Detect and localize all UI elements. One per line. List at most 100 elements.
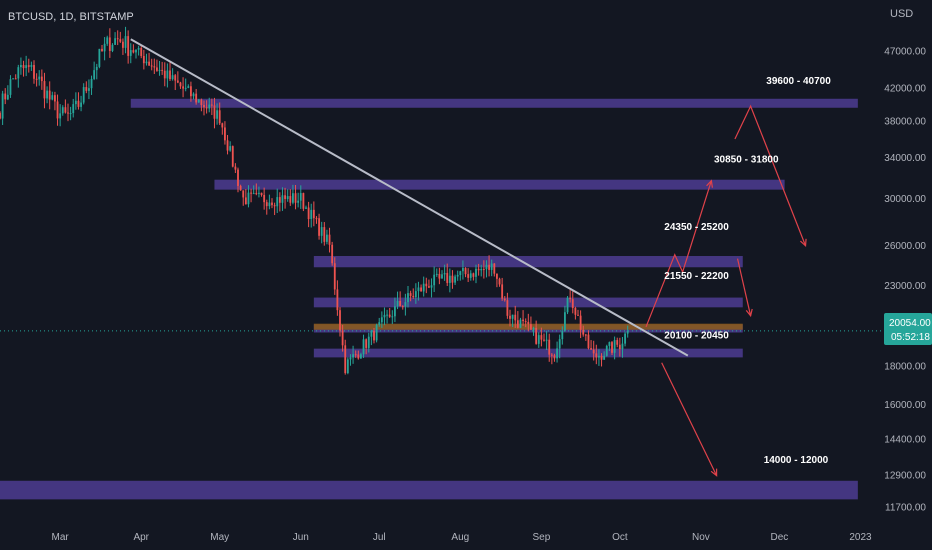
candle-body[interactable] (548, 339, 551, 355)
candle-body[interactable] (370, 330, 373, 337)
candle-body[interactable] (414, 291, 417, 298)
candle-body[interactable] (553, 355, 556, 359)
candle-body[interactable] (472, 273, 475, 277)
zone-3[interactable] (313, 297, 743, 308)
zone-2[interactable] (313, 256, 743, 268)
candle-body[interactable] (323, 227, 326, 242)
candle-body[interactable] (184, 87, 187, 89)
candle-body[interactable] (600, 355, 603, 360)
candle-body[interactable] (469, 273, 472, 278)
candle-body[interactable] (98, 48, 101, 67)
candle-body[interactable] (169, 70, 171, 80)
candle-body[interactable] (237, 169, 239, 186)
candle-body[interactable] (590, 348, 592, 350)
candle-body[interactable] (388, 314, 391, 317)
candle-body[interactable] (616, 340, 619, 345)
candle-body[interactable] (294, 193, 297, 203)
candle-body[interactable] (260, 192, 263, 195)
candle-body[interactable] (218, 110, 221, 124)
candle-body[interactable] (77, 100, 80, 107)
candle-body[interactable] (80, 102, 82, 107)
price-axis[interactable]: 47000.00 42000.00 38000.00 34000.00 30000.00… (884, 47, 926, 514)
candle-body[interactable] (441, 274, 443, 279)
candle-body[interactable] (166, 70, 169, 79)
candle-body[interactable] (174, 75, 177, 81)
candle-body[interactable] (171, 75, 174, 80)
candle-body[interactable] (571, 299, 574, 308)
candle-body[interactable] (480, 268, 483, 271)
candle-body[interactable] (386, 314, 388, 316)
candle-body[interactable] (516, 320, 519, 328)
candle-body[interactable] (213, 105, 216, 119)
candle-body[interactable] (297, 200, 300, 203)
candle-body[interactable] (302, 193, 305, 209)
candle-body[interactable] (210, 104, 213, 106)
candle-body[interactable] (129, 50, 132, 56)
candle-body[interactable] (459, 271, 462, 276)
candle-body[interactable] (621, 343, 624, 350)
candle-body[interactable] (231, 146, 234, 167)
candle-body[interactable] (163, 70, 166, 79)
candle-body[interactable] (150, 65, 153, 67)
candle-body[interactable] (454, 276, 456, 283)
candle-body[interactable] (375, 324, 378, 341)
candle-body[interactable] (114, 38, 116, 45)
candle-body[interactable] (242, 190, 245, 198)
candle-body[interactable] (85, 87, 88, 91)
candle-body[interactable] (582, 329, 585, 335)
candle-body[interactable] (509, 315, 511, 319)
candle-body[interactable] (216, 110, 218, 119)
candle-body[interactable] (305, 207, 307, 209)
candle-body[interactable] (224, 127, 226, 141)
candle-body[interactable] (54, 95, 56, 102)
zone-6[interactable] (0, 480, 858, 500)
candle-body[interactable] (221, 123, 224, 128)
candle-body[interactable] (122, 41, 124, 48)
candle-body[interactable] (501, 284, 504, 299)
candle-body[interactable] (532, 327, 535, 330)
candle-body[interactable] (352, 354, 354, 358)
candle-body[interactable] (286, 196, 289, 199)
candle-body[interactable] (579, 315, 582, 330)
candle-body[interactable] (197, 99, 200, 103)
candle-body[interactable] (451, 275, 454, 283)
candle-body[interactable] (156, 67, 158, 71)
candle-body[interactable] (276, 197, 279, 207)
zone-5[interactable] (313, 348, 743, 358)
candle-body[interactable] (56, 101, 59, 119)
candle-body[interactable] (263, 194, 266, 203)
candle-body[interactable] (145, 61, 148, 64)
candle-body[interactable] (333, 263, 336, 290)
candle-body[interactable] (420, 287, 422, 292)
candle-body[interactable] (341, 330, 344, 346)
candle-body[interactable] (514, 314, 517, 321)
candle-body[interactable] (320, 227, 323, 236)
candle-body[interactable] (477, 268, 480, 271)
candle-body[interactable] (103, 43, 106, 52)
candle-body[interactable] (446, 273, 449, 283)
candle-body[interactable] (556, 348, 558, 359)
candle-body[interactable] (148, 61, 150, 66)
candle-body[interactable] (399, 300, 402, 307)
candle-body[interactable] (250, 192, 252, 194)
trendline[interactable] (130, 38, 689, 357)
candle-body[interactable] (59, 113, 62, 119)
candle-body[interactable] (142, 55, 145, 64)
candle-body[interactable] (448, 275, 451, 283)
candle-body[interactable] (336, 289, 339, 311)
candle-body[interactable] (90, 78, 93, 89)
candle-body[interactable] (318, 218, 320, 236)
candle-body[interactable] (252, 193, 255, 195)
candle-body[interactable] (284, 195, 286, 199)
candle-body[interactable] (281, 195, 284, 203)
candle-body[interactable] (527, 321, 530, 325)
candle-body[interactable] (524, 321, 527, 323)
candle-body[interactable] (299, 193, 302, 201)
candle-body[interactable] (195, 93, 198, 103)
candle-body[interactable] (27, 65, 30, 67)
candle-body[interactable] (312, 209, 315, 219)
candle-body[interactable] (558, 339, 561, 349)
candle-body[interactable] (229, 146, 232, 151)
candle-body[interactable] (51, 95, 54, 100)
